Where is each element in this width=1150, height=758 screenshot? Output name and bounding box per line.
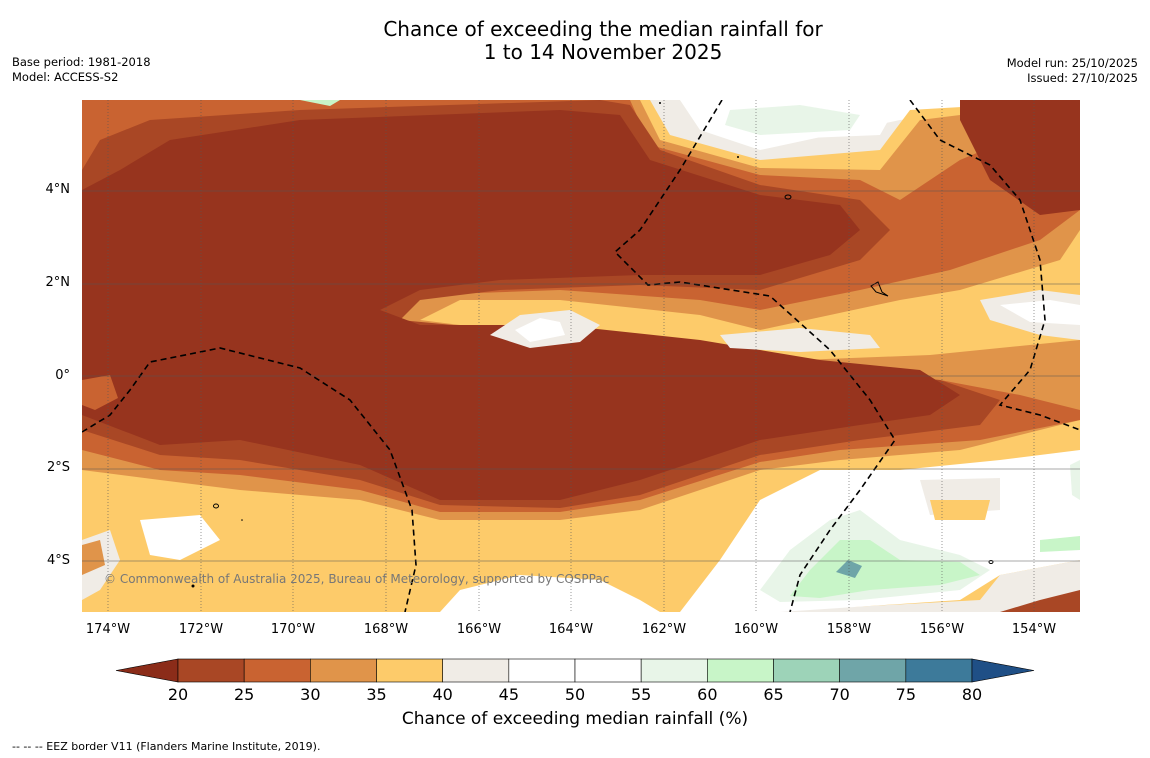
colorbar-tick-label: 50 — [564, 685, 586, 704]
meta-left: Base period: 1981-2018 Model: ACCESS-S2 — [12, 55, 151, 85]
issued-date: Issued: 27/10/2025 — [1027, 71, 1138, 85]
colorbar-segment — [905, 658, 973, 683]
lat-label-2s: 2°S — [46, 460, 70, 475]
colorbar-tick-label: 40 — [432, 685, 453, 704]
lon-label-158w: 158°W — [826, 622, 872, 637]
colorbar-tick-label: 45 — [498, 685, 519, 704]
base-period: Base period: 1981-2018 — [12, 55, 151, 69]
lat-label-0: 0° — [55, 368, 70, 383]
colorbar-segment — [707, 658, 774, 683]
lon-label-174w: 174°W — [85, 622, 131, 637]
title-line-2: 1 to 14 November 2025 — [483, 40, 723, 64]
colorbar-label: Chance of exceeding median rainfall (%) — [401, 709, 749, 729]
lat-label-2n: 2°N — [45, 275, 71, 290]
colorbar-over-extension — [971, 658, 1035, 683]
colorbar-tick-label: 65 — [763, 685, 784, 704]
model-name: Model: ACCESS-S2 — [12, 70, 119, 84]
colorbar-segment — [508, 658, 576, 683]
meta-right: Model run: 25/10/2025 Issued: 27/10/2025 — [1007, 56, 1138, 86]
lon-label-168w: 168°W — [363, 622, 409, 637]
lon-label-164w: 164°W — [548, 622, 594, 637]
colorbar-segment — [640, 658, 708, 683]
lon-label-166w: 166°W — [456, 622, 502, 637]
title-line-1: Chance of exceeding the median rainfall … — [383, 17, 823, 41]
chart-title: Chance of exceeding the median rainfall … — [0, 18, 1150, 64]
colorbar-under-extension — [115, 658, 179, 683]
colorbar-tick-label: 70 — [829, 685, 850, 704]
colorbar-segment — [839, 658, 907, 683]
lat-label-4s: 4°S — [46, 553, 70, 568]
colorbar-tick-label: 80 — [961, 685, 983, 704]
colorbar-segment — [376, 658, 443, 683]
lon-label-172w: 172°W — [178, 622, 224, 637]
lon-label-156w: 156°W — [919, 622, 965, 637]
copyright-notice: © Commonwealth of Australia 2025, Bureau… — [104, 572, 610, 586]
colorbar-tick-label: 20 — [167, 685, 189, 704]
lon-label-154w: 154°W — [1011, 622, 1057, 637]
rainfall-probability-field — [82, 100, 1080, 612]
colorbar-tick-label: 30 — [300, 685, 321, 704]
lat-label-4n: 4°N — [45, 182, 71, 197]
model-run: Model run: 25/10/2025 — [1006, 56, 1138, 70]
graticule — [82, 100, 1080, 612]
eez-footnote: -- -- -- EEZ border V11 (Flanders Marine… — [12, 740, 321, 753]
colorbar-tick-label: 25 — [233, 685, 255, 704]
colorbar-segment — [442, 658, 510, 683]
lon-label-160w: 160°W — [733, 622, 779, 637]
colorbar-tick-label: 35 — [366, 685, 387, 704]
colorbar-tick-label: 55 — [630, 685, 652, 704]
colorbar — [115, 658, 1035, 683]
colorbar-segment — [773, 658, 840, 683]
colorbar-segment — [310, 658, 377, 683]
colorbar-tick-label: 75 — [895, 685, 916, 704]
colorbar-segment — [574, 658, 642, 683]
colorbar-segment — [243, 658, 311, 683]
colorbar-segment — [177, 658, 245, 683]
colorbar-tick-label: 60 — [697, 685, 718, 704]
lon-label-162w: 162°W — [641, 622, 687, 637]
lon-label-170w: 170°W — [270, 622, 316, 637]
